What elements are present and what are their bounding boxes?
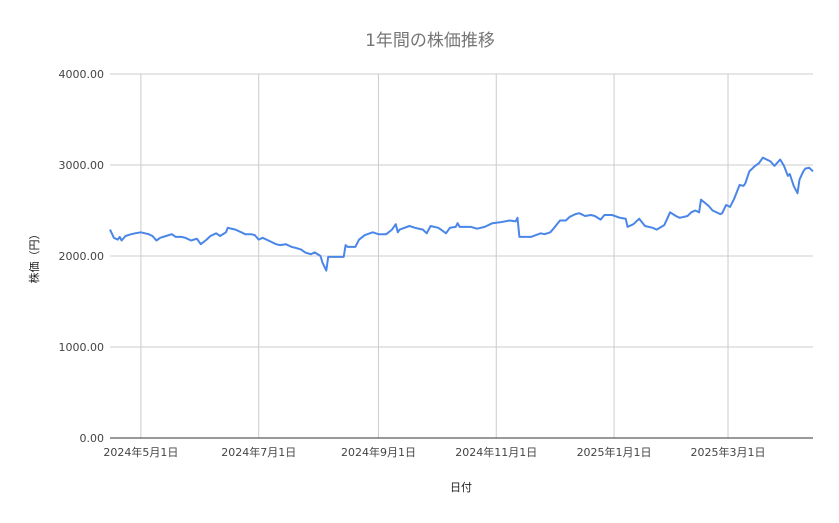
- y-tick-label: 0.00: [80, 432, 105, 445]
- x-tick-label: 2024年9月1日: [341, 445, 416, 459]
- y-axis-ticks: 0.00 1000.00 2000.00 3000.00 4000.00: [59, 68, 105, 445]
- y-tick-label: 1000.00: [59, 341, 105, 354]
- x-tick-label: 2024年11月1日: [455, 445, 537, 459]
- x-tick-label: 2025年3月1日: [691, 445, 766, 459]
- x-tick-label: 2024年5月1日: [103, 445, 178, 459]
- y-axis-label: 株価（円）: [27, 229, 41, 284]
- x-tick-label: 2025年1月1日: [577, 445, 652, 459]
- series-line: [109, 156, 814, 272]
- chart-title: 1年間の株価推移: [365, 31, 495, 51]
- x-axis-label: 日付: [450, 481, 472, 494]
- x-tick-label: 2024年7月1日: [221, 445, 296, 459]
- y-tick-label: 3000.00: [59, 159, 105, 172]
- gridlines: [110, 73, 813, 439]
- y-tick-label: 4000.00: [59, 68, 105, 81]
- series-group: [109, 156, 814, 272]
- y-tick-label: 2000.00: [59, 250, 105, 263]
- x-axis-ticks: 2024年5月1日 2024年7月1日 2024年9月1日 2024年11月1日 202…: [103, 445, 765, 459]
